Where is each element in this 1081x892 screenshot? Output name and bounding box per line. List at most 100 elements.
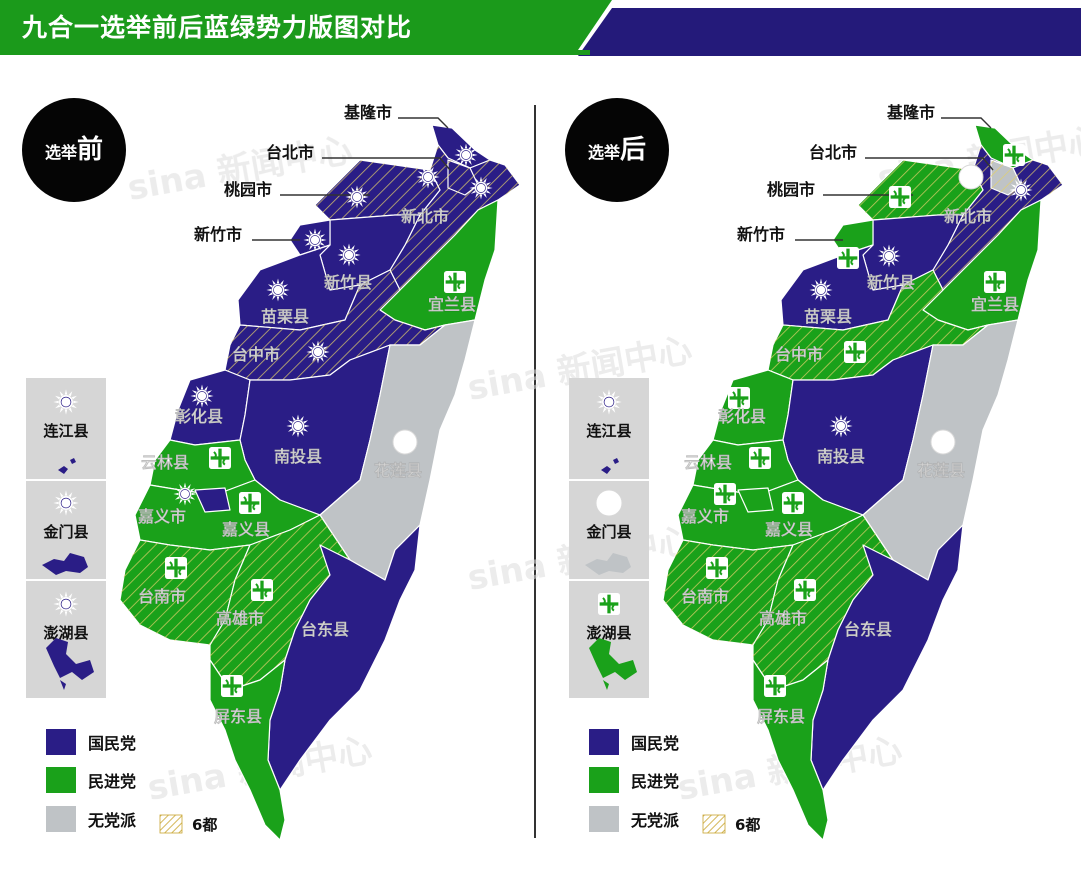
island-label: 连江县 <box>586 422 631 440</box>
label-hsinchu-county: 新竹县 <box>324 273 372 292</box>
kmt-emblem-icon <box>286 414 310 438</box>
legend-swatch-dpp <box>46 767 76 793</box>
badge-main: 后 <box>620 135 646 165</box>
label-taitung: 台东县 <box>844 620 892 639</box>
legend-label-dpp: 民进党 <box>88 772 136 791</box>
label-pingtung: 屏东县 <box>214 707 262 726</box>
label-keelung: 基隆市 <box>886 103 935 122</box>
kmt-emblem-icon <box>53 490 79 516</box>
region-chiayi-city <box>194 487 231 513</box>
kmt-emblem-icon <box>337 243 361 267</box>
island-shape <box>585 553 631 575</box>
kmt-emblem-icon <box>53 591 79 617</box>
dpp-emblem-icon <box>714 483 736 505</box>
dpp-emblem-icon <box>889 186 911 208</box>
region-taitung <box>810 524 964 791</box>
dpp-emblem-icon <box>209 447 231 469</box>
label-taoyuan: 桃园市 <box>767 180 815 199</box>
label-miaoli: 苗栗县 <box>804 307 852 326</box>
badge-prefix: 选举 <box>588 143 621 162</box>
dpp-emblem-icon <box>782 492 804 514</box>
header-banner <box>0 0 1081 56</box>
region-taitung <box>267 524 421 791</box>
island-shape <box>42 553 88 575</box>
label-yilan: 宜兰县 <box>428 295 476 314</box>
six-city-hatch <box>225 270 445 380</box>
leader-line <box>398 117 449 129</box>
label-chiayi-county: 嘉义县 <box>221 520 270 539</box>
label-tainan: 台南市 <box>138 587 186 606</box>
region-pingtung <box>752 659 829 841</box>
legend-swatch-six-cities <box>702 814 726 834</box>
label-taoyuan: 桃园市 <box>224 180 272 199</box>
dpp-emblem-icon <box>251 579 273 601</box>
label-yilan: 宜兰县 <box>971 295 1019 314</box>
dpp-emblem-icon <box>837 247 859 269</box>
kmt-emblem-icon <box>303 228 327 252</box>
badge: 选举前 <box>22 98 126 202</box>
kmt-emblem-icon <box>306 340 330 364</box>
label-pingtung: 屏东县 <box>757 707 805 726</box>
independent-emblem-icon <box>958 164 984 190</box>
label-hsinchu-city: 新竹市 <box>194 225 242 244</box>
legend-swatch-dpp <box>589 767 619 793</box>
legend-label-independent: 无党派 <box>630 811 680 830</box>
island-label: 金门县 <box>42 523 88 541</box>
dpp-emblem-icon <box>1003 144 1025 166</box>
island-label: 连江县 <box>43 422 88 440</box>
label-chiayi-city: 嘉义市 <box>680 507 729 526</box>
legend-label-kmt: 国民党 <box>631 734 679 753</box>
regions <box>662 124 1064 841</box>
six-city-hatch <box>933 145 1063 290</box>
legend-label-independent: 无党派 <box>87 811 137 830</box>
dpp-emblem-icon <box>844 341 866 363</box>
six-city-hatch <box>448 160 478 195</box>
label-taichung: 台中市 <box>232 345 280 364</box>
badge-prefix: 选举 <box>45 143 78 162</box>
kmt-emblem-icon <box>829 414 853 438</box>
island-label: 澎湖县 <box>586 624 631 642</box>
legend-swatch-independent <box>46 806 76 832</box>
leader-line <box>865 157 994 171</box>
label-tainan: 台南市 <box>681 587 729 606</box>
independent-emblem-icon <box>930 429 956 455</box>
dpp-emblem-icon <box>794 579 816 601</box>
label-new-taipei: 新北市 <box>944 207 992 226</box>
label-kaohsiung: 高雄市 <box>216 609 264 628</box>
label-yunlin: 云林县 <box>141 453 189 472</box>
legend-label-six-cities: 6都 <box>735 816 760 834</box>
label-taitung: 台东县 <box>301 620 349 639</box>
label-taipei: 台北市 <box>266 143 314 162</box>
dpp-emblem-icon <box>984 271 1006 293</box>
label-hualien: 花莲县 <box>374 461 422 480</box>
dpp-emblem-icon <box>239 492 261 514</box>
label-nantou: 南投县 <box>274 447 322 466</box>
legend-label-kmt: 国民党 <box>88 734 136 753</box>
six-city-hatch <box>390 145 520 290</box>
dpp-emblem-icon <box>764 675 786 697</box>
kmt-emblem-icon <box>53 389 79 415</box>
kmt-emblem-icon <box>596 389 622 415</box>
six-city-hatch <box>210 515 350 690</box>
kmt-emblem-icon <box>416 165 440 189</box>
dpp-emblem-icon <box>444 271 466 293</box>
legend-label-dpp: 民进党 <box>631 772 679 791</box>
badge: 选举后 <box>565 98 669 202</box>
kmt-emblem-icon <box>809 278 833 302</box>
independent-emblem-icon <box>595 489 623 517</box>
leader-line <box>322 157 451 171</box>
legend-swatch-independent <box>589 806 619 832</box>
label-kaohsiung: 高雄市 <box>759 609 807 628</box>
kmt-emblem-icon <box>1009 178 1033 202</box>
six-city-hatch <box>753 515 893 690</box>
kmt-emblem-icon <box>877 244 901 268</box>
label-chiayi-county: 嘉义县 <box>764 520 813 539</box>
six-city-hatch <box>120 540 250 645</box>
